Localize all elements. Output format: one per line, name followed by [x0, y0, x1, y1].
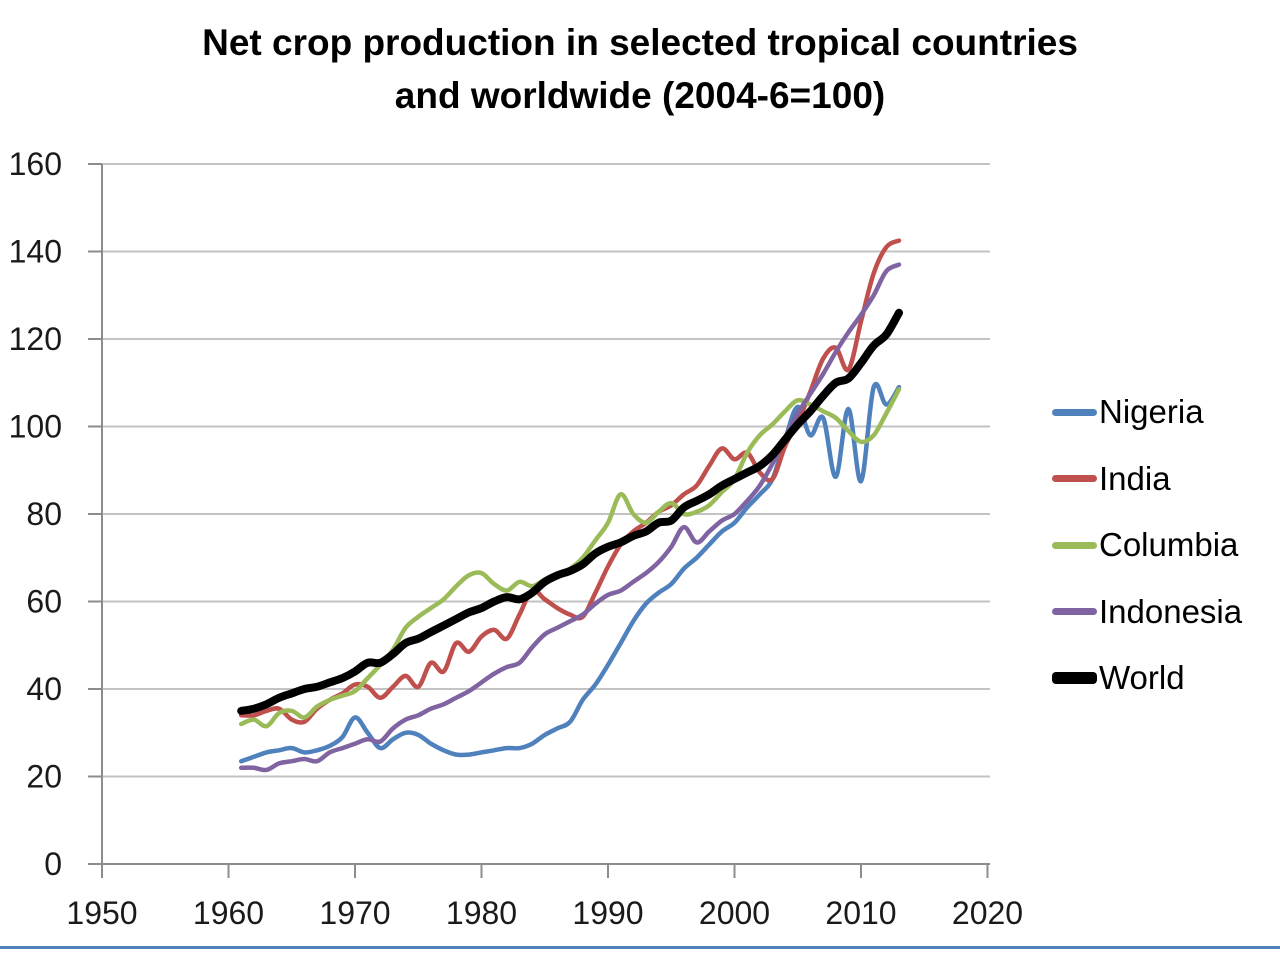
- x-tick-label-1980: 1980: [446, 895, 517, 931]
- legend-label-columbia: Columbia: [1099, 526, 1239, 564]
- legend-label-indonesia: Indonesia: [1099, 592, 1243, 630]
- x-tick-label-2020: 2020: [952, 895, 1023, 931]
- y-tick-label-80: 80: [26, 496, 62, 532]
- chart-title: Net crop production in selected tropical…: [0, 16, 1280, 122]
- legend-swatch-india: [1052, 475, 1097, 483]
- x-tick-label-1950: 1950: [66, 895, 137, 931]
- chart-title-line1: Net crop production in selected tropical…: [202, 22, 1078, 63]
- legend-label-world: World: [1099, 659, 1185, 697]
- series-line-india: [238, 238, 902, 725]
- legend-swatch-nigeria: [1052, 408, 1097, 416]
- x-tick-label-1990: 1990: [572, 895, 643, 931]
- legend-swatch-indonesia: [1052, 608, 1097, 616]
- bottom-border-line: [0, 946, 1280, 949]
- legend-item-india: India: [1052, 446, 1242, 513]
- legend-swatch-columbia: [1052, 541, 1097, 549]
- legend-label-nigeria: Nigeria: [1099, 393, 1204, 431]
- series-line-world: [237, 308, 903, 715]
- series-line-nigeria: [238, 381, 902, 764]
- legend-swatch-world: [1052, 672, 1097, 685]
- legend-item-world: World: [1052, 645, 1242, 712]
- y-tick-label-0: 0: [44, 846, 62, 882]
- y-tick-label-120: 120: [9, 321, 62, 357]
- legend-item-nigeria: Nigeria: [1052, 379, 1242, 446]
- y-tick-label-40: 40: [26, 671, 62, 707]
- x-tick-label-1960: 1960: [193, 895, 264, 931]
- legend: Nigeria India Columbia Indonesia World: [1052, 379, 1242, 712]
- y-tick-label-140: 140: [9, 234, 62, 270]
- y-tick-label-60: 60: [26, 584, 62, 620]
- y-tick-label-100: 100: [9, 409, 62, 445]
- x-tick-label-2000: 2000: [699, 895, 770, 931]
- x-tick-label-2010: 2010: [825, 895, 896, 931]
- x-tick-label-1970: 1970: [319, 895, 390, 931]
- legend-item-columbia: Columbia: [1052, 512, 1242, 579]
- chart-title-line2: and worldwide (2004-6=100): [394, 75, 886, 116]
- legend-label-india: India: [1099, 459, 1171, 497]
- y-tick-label-160: 160: [9, 146, 62, 182]
- legend-item-indonesia: Indonesia: [1052, 579, 1242, 646]
- y-tick-label-20: 20: [26, 759, 62, 795]
